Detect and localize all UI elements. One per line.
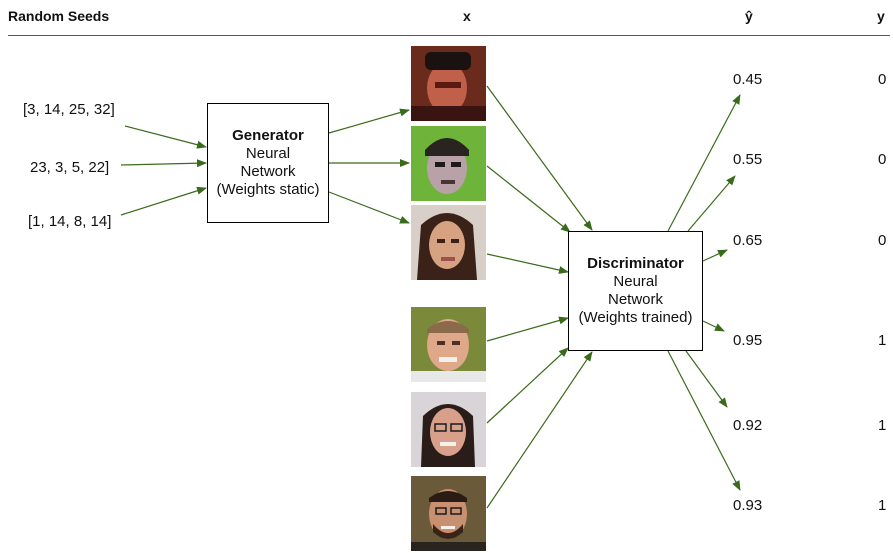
header-divider bbox=[8, 35, 890, 36]
arrow-disc-pred4 bbox=[702, 320, 725, 332]
discriminator-box: Discriminator Neural Network (Weights tr… bbox=[568, 231, 703, 351]
label-1: 0 bbox=[878, 71, 887, 88]
generator-title: Generator bbox=[232, 127, 304, 144]
arrow-seed2-generator bbox=[120, 159, 207, 168]
prediction-3: 0.65 bbox=[733, 232, 763, 249]
arrow-img1-discriminator bbox=[486, 85, 593, 231]
generator-line3: (Weights static) bbox=[216, 181, 320, 198]
seed-2: 23, 3, 5, 22] bbox=[30, 159, 110, 176]
arrow-img2-discriminator bbox=[486, 165, 571, 233]
arrow-img4-discriminator bbox=[486, 316, 569, 342]
generated-face-1-image bbox=[411, 46, 486, 121]
generated-face-3-image bbox=[411, 205, 486, 280]
real-face-2-image bbox=[411, 392, 486, 467]
arrow-img3-discriminator bbox=[486, 253, 569, 274]
arrow-disc-pred2 bbox=[687, 175, 736, 232]
generated-face-2-image bbox=[411, 126, 486, 201]
discriminator-line3: (Weights trained) bbox=[578, 309, 693, 326]
generator-line2: Network bbox=[240, 163, 296, 180]
arrow-seed1-generator bbox=[124, 125, 207, 149]
seed-3: [1, 14, 8, 14] bbox=[28, 213, 112, 230]
arrow-disc-pred5 bbox=[685, 350, 728, 408]
prediction-2: 0.55 bbox=[733, 151, 763, 168]
arrow-img6-discriminator bbox=[486, 351, 593, 509]
label-6: 1 bbox=[878, 497, 887, 514]
arrow-generator-img3 bbox=[328, 191, 410, 224]
arrow-img5-discriminator bbox=[486, 347, 569, 424]
arrow-generator-img1 bbox=[328, 108, 410, 134]
header-y: y bbox=[877, 8, 885, 24]
arrow-disc-pred3 bbox=[702, 249, 728, 262]
discriminator-title: Discriminator bbox=[587, 255, 684, 272]
header-yhat: ŷ bbox=[745, 8, 753, 24]
header-random-seeds: Random Seeds bbox=[8, 8, 110, 24]
prediction-4: 0.95 bbox=[733, 332, 763, 349]
real-face-3-image bbox=[411, 476, 486, 551]
seed-1: [3, 14, 25, 32] bbox=[23, 101, 115, 118]
header-x: x bbox=[463, 8, 471, 24]
prediction-1: 0.45 bbox=[733, 71, 763, 88]
generator-line1: Neural bbox=[245, 145, 291, 162]
generator-box: Generator Neural Network (Weights static… bbox=[207, 103, 329, 223]
prediction-5: 0.92 bbox=[733, 417, 763, 434]
discriminator-line2: Network bbox=[607, 291, 663, 308]
label-4: 1 bbox=[878, 332, 887, 349]
label-5: 1 bbox=[878, 417, 887, 434]
discriminator-line1: Neural bbox=[613, 273, 658, 290]
real-face-1-image bbox=[411, 307, 486, 382]
arrow-disc-pred1 bbox=[667, 94, 741, 232]
prediction-6: 0.93 bbox=[733, 497, 763, 514]
arrow-seed3-generator bbox=[120, 186, 207, 216]
arrow-disc-pred6 bbox=[667, 350, 741, 491]
label-2: 0 bbox=[878, 151, 887, 168]
label-3: 0 bbox=[878, 232, 887, 249]
